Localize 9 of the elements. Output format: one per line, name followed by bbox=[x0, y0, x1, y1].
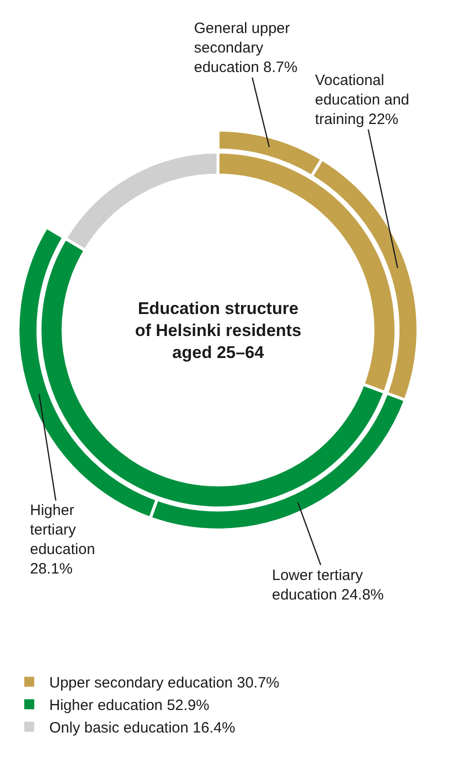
data-label: 28.1% bbox=[30, 560, 73, 578]
legend-label: Higher education 52.9% bbox=[49, 697, 210, 714]
text: Education structure of Helsinki residents aged 25–64 bbox=[135, 299, 302, 362]
slice-label: General upper secondary education 8.7% bbox=[194, 20, 298, 76]
slice-label: Higher tertiary education bbox=[30, 502, 96, 558]
slice-label: Vocational education and training 22% bbox=[315, 72, 410, 128]
slice-label: Lower tertiary education 24.8% bbox=[272, 567, 384, 604]
legend-label: Only basic education 16.4% bbox=[49, 720, 236, 737]
legend-label: Upper secondary education 30.7% bbox=[49, 674, 280, 692]
